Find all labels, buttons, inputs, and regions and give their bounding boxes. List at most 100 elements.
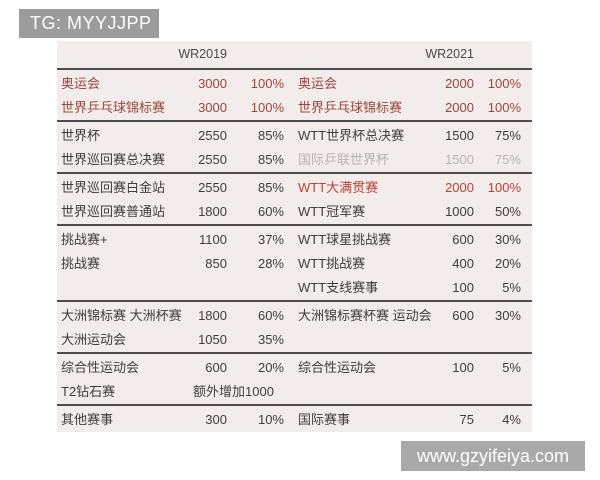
- comparison-table-body: 奥运会 3000 100% 奥运会 2000 100% 世界乒乓球锦标赛 3000 100% 世界…: [57, 70, 532, 432]
- points-value-2021: 400: [452, 255, 474, 271]
- points-value-2019: 1800: [198, 203, 227, 219]
- percent-value-2021: 75%: [494, 127, 521, 143]
- event-name-2021: 大洲锦标赛杯赛 运动会: [298, 307, 432, 323]
- points-value-2021: 1000: [445, 203, 474, 219]
- percent-value-2019: 20%: [257, 359, 284, 375]
- event-name-2021: 奥运会: [298, 75, 338, 91]
- event-name-2021: WTT挑战赛: [298, 255, 366, 271]
- points-value-2019: 1800: [198, 307, 227, 323]
- ranking-points-comparison-table: WR2019 WR2021 奥运会 3000 100% 奥运会 2000 100% 世界乒乓…: [57, 41, 532, 432]
- percent-value-2019: 100%: [250, 75, 284, 91]
- event-name-2021: WTT球星挑战赛: [298, 231, 392, 247]
- points-value-2019: 1100: [199, 231, 227, 247]
- event-name-2019: 综合性运动会: [61, 359, 140, 375]
- percent-value-2021: 50%: [494, 203, 521, 219]
- event-name-2021: 综合性运动会: [298, 359, 377, 375]
- table-section: 综合性运动会 600 20% 综合性运动会 100 5% T2钻石赛 额外增加1000: [57, 354, 532, 406]
- event-name-2019: T2钻石赛: [61, 383, 116, 399]
- percent-value-2021: 20%: [494, 255, 521, 271]
- points-value-2021: 100: [452, 359, 474, 375]
- table-section: 世界巡回赛白金站 2550 85% WTT大满贯赛 2000 100% 世界巡回赛普通站 18…: [57, 174, 532, 226]
- table-row: 世界巡回赛普通站 1800 60% WTT冠军赛 1000 50%: [57, 199, 532, 223]
- table-row: 挑战赛+ 1100 37% WTT球星挑战赛 600 30%: [57, 227, 532, 251]
- points-value-2021: 600: [452, 307, 474, 323]
- points-value-2019: 3000: [198, 99, 227, 115]
- event-name-2019: 世界杯: [61, 127, 101, 143]
- column-header-wr2019: WR2019: [178, 47, 227, 62]
- table-section: 挑战赛+ 1100 37% WTT球星挑战赛 600 30% 挑战赛 850 28% WTT挑战赛…: [57, 226, 532, 302]
- event-name-2021: 国际赛事: [298, 411, 351, 427]
- table-row: 大洲运动会 1050 35%: [57, 327, 532, 351]
- percent-value-2021: 30%: [494, 307, 521, 323]
- percent-value-2019: 28%: [257, 255, 284, 271]
- percent-value-2019: 85%: [257, 179, 284, 195]
- table-row: 其他赛事 300 10% 国际赛事 75 4%: [57, 407, 532, 431]
- table-row: 世界巡回赛白金站 2550 85% WTT大满贯赛 2000 100%: [57, 175, 532, 199]
- event-name-2019: 大洲锦标赛 大洲杯赛: [61, 307, 182, 323]
- table-section: 其他赛事 300 10% 国际赛事 75 4%: [57, 406, 532, 432]
- event-name-2021: 世界乒乓球锦标赛: [298, 99, 403, 115]
- percent-value-2019: 35%: [257, 331, 284, 347]
- points-note-2019: 额外增加1000: [193, 383, 274, 399]
- percent-value-2019: 60%: [257, 307, 284, 323]
- telegram-watermark-text: TG: MYYJJPP: [30, 13, 152, 33]
- event-name-2021: 国际乒联世界杯: [298, 151, 390, 167]
- event-name-2019: 世界巡回赛总决赛: [61, 151, 166, 167]
- percent-value-2021: 100%: [487, 99, 521, 115]
- event-name-2019: 世界巡回赛白金站: [61, 179, 166, 195]
- percent-value-2019: 85%: [257, 127, 284, 143]
- event-name-2019: 世界乒乓球锦标赛: [61, 99, 166, 115]
- points-value-2021: 75: [459, 411, 474, 427]
- table-header-row: WR2019 WR2021: [57, 41, 532, 70]
- points-value-2021: 1500: [445, 151, 474, 167]
- table-row: 大洲锦标赛 大洲杯赛 1800 60% 大洲锦标赛杯赛 运动会 600 30%: [57, 303, 532, 327]
- table-row: WTT支线赛事 100 5%: [57, 275, 532, 299]
- points-value-2019: 3000: [198, 75, 227, 91]
- percent-value-2019: 37%: [257, 231, 284, 247]
- points-value-2021: 600: [452, 231, 474, 247]
- table-row: 世界乒乓球锦标赛 3000 100% 世界乒乓球锦标赛 2000 100%: [57, 95, 532, 119]
- percent-value-2021: 5%: [502, 359, 521, 375]
- table-row: T2钻石赛 额外增加1000: [57, 379, 532, 403]
- table-section: 世界杯 2550 85% WTT世界杯总决赛 1500 75% 世界巡回赛总决赛 2550 85…: [57, 122, 532, 174]
- table-section: 大洲锦标赛 大洲杯赛 1800 60% 大洲锦标赛杯赛 运动会 600 30% 大洲运动会 1…: [57, 302, 532, 354]
- points-value-2021: 2000: [445, 179, 474, 195]
- table-row: 挑战赛 850 28% WTT挑战赛 400 20%: [57, 251, 532, 275]
- table-row: 世界杯 2550 85% WTT世界杯总决赛 1500 75%: [57, 123, 532, 147]
- points-value-2021: 100: [452, 279, 474, 295]
- event-name-2019: 挑战赛+: [61, 231, 108, 247]
- percent-value-2019: 100%: [250, 99, 284, 115]
- percent-value-2019: 10%: [257, 411, 284, 427]
- event-name-2019: 世界巡回赛普通站: [61, 203, 166, 219]
- points-value-2021: 2000: [445, 75, 474, 91]
- table-row: 综合性运动会 600 20% 综合性运动会 100 5%: [57, 355, 532, 379]
- percent-value-2021: 4%: [502, 411, 521, 427]
- points-value-2019: 2550: [198, 127, 227, 143]
- percent-value-2021: 100%: [487, 179, 521, 195]
- event-name-2019: 奥运会: [61, 75, 101, 91]
- percent-value-2021: 75%: [494, 151, 521, 167]
- percent-value-2021: 30%: [494, 231, 521, 247]
- event-name-2021: WTT冠军赛: [298, 203, 366, 219]
- column-header-wr2021: WR2021: [425, 47, 474, 62]
- event-name-2021: WTT大满贯赛: [298, 179, 379, 195]
- event-name-2019: 其他赛事: [61, 411, 114, 427]
- event-name-2021: WTT支线赛事: [298, 279, 379, 295]
- event-name-2019: 大洲运动会: [61, 331, 127, 347]
- points-value-2021: 2000: [445, 99, 474, 115]
- points-value-2019: 2550: [198, 151, 227, 167]
- percent-value-2021: 5%: [502, 279, 521, 295]
- table-row: 世界巡回赛总决赛 2550 85% 国际乒联世界杯 1500 75%: [57, 147, 532, 171]
- table-section: 奥运会 3000 100% 奥运会 2000 100% 世界乒乓球锦标赛 3000 100% 世界…: [57, 70, 532, 122]
- points-value-2019: 300: [205, 411, 227, 427]
- telegram-watermark-badge: TG: MYYJJPP: [19, 9, 159, 38]
- event-name-2021: WTT世界杯总决赛: [298, 127, 405, 143]
- table-row: 奥运会 3000 100% 奥运会 2000 100%: [57, 71, 532, 95]
- site-watermark-text: www.gzyifeiya.com: [416, 445, 570, 466]
- points-value-2019: 600: [205, 359, 227, 375]
- points-value-2019: 1050: [198, 331, 227, 347]
- event-name-2019: 挑战赛: [61, 255, 101, 271]
- percent-value-2019: 60%: [257, 203, 284, 219]
- points-value-2019: 2550: [198, 179, 227, 195]
